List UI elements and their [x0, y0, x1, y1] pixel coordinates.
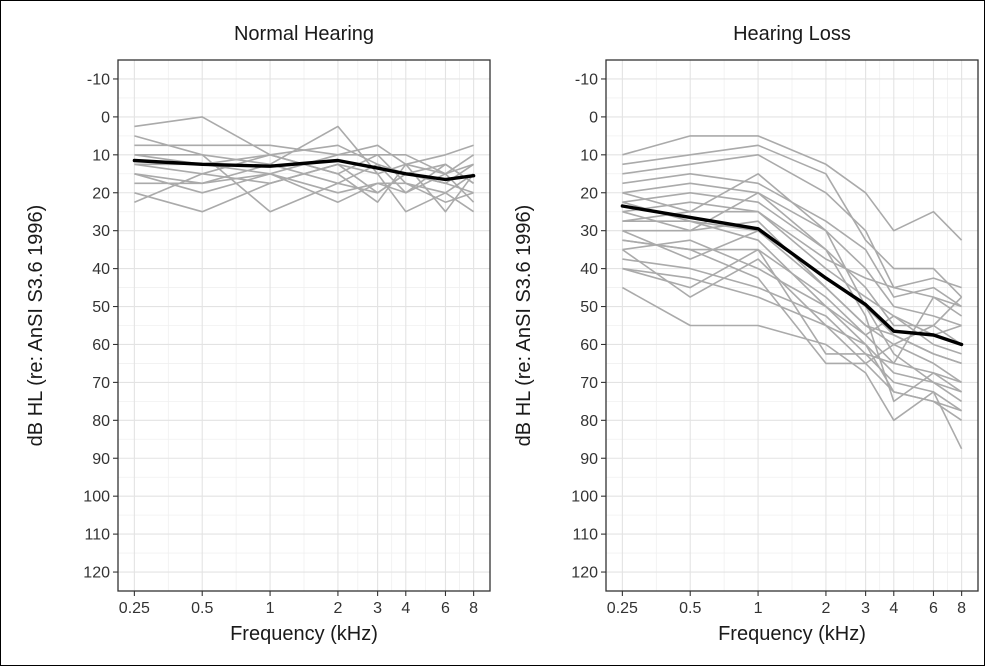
y-tick-label: 30 [580, 223, 598, 240]
y-tick-label: 100 [83, 489, 110, 506]
individual-audiogram-line [622, 210, 963, 317]
y-tick-label: 80 [92, 413, 110, 430]
x-tick-label: 0.25 [119, 600, 150, 617]
individual-audiogram-line [134, 163, 475, 194]
x-tick-label: 0.5 [679, 600, 701, 617]
y-axis-label: dB HL (re: AnSI S3.6 1996) [25, 205, 47, 447]
individual-audiogram-line [134, 144, 474, 175]
x-tick-label: 8 [469, 600, 478, 617]
x-tick-label: 2 [333, 600, 342, 617]
x-tick-label: 1 [266, 600, 275, 617]
mean-audiogram-line [132, 158, 476, 182]
individual-audiogram-line [622, 239, 963, 403]
y-tick-label: 50 [92, 299, 110, 316]
y-tick-label: 90 [92, 451, 110, 468]
panel-title: Hearing Loss [733, 23, 851, 45]
individual-audiogram-line [134, 154, 475, 194]
y-tick-label: 120 [83, 565, 110, 582]
x-tick-label: 4 [401, 600, 410, 617]
x-tick-label: 0.5 [191, 600, 213, 617]
y-tick-label: 110 [84, 527, 110, 544]
x-axis-label: Frequency (kHz) [230, 623, 378, 645]
individual-audiogram-line [622, 286, 963, 450]
x-tick-label: 2 [821, 600, 830, 617]
y-tick-label: -10 [87, 71, 110, 88]
x-axis-label: Frequency (kHz) [718, 623, 866, 645]
y-tick-label: 20 [92, 185, 110, 202]
y-tick-label: 80 [580, 413, 598, 430]
individual-audiogram-line [622, 239, 963, 365]
x-tick-label: 0.25 [607, 600, 638, 617]
panel-1: -10 0 10 20 30 40 50 60 70 80 90 100 110 120 0.25 0.5 1 2… [25, 23, 491, 645]
individual-audiogram-line [134, 154, 475, 213]
individual-audiogram-line [622, 239, 963, 393]
individual-audiogram-line [622, 201, 962, 336]
y-tick-label: 0 [589, 109, 598, 126]
individual-audiogram-line [622, 173, 963, 308]
individual-audiogram-line [622, 135, 963, 241]
x-tick-label: 3 [861, 600, 870, 617]
y-tick-label: 40 [580, 261, 598, 278]
y-axis-label: dB HL (re: AnSI S3.6 1996) [513, 205, 535, 447]
individual-audiogram-line [622, 248, 962, 365]
y-tick-label: -10 [575, 71, 598, 88]
y-tick-label: 70 [92, 375, 110, 392]
y-tick-label: 0 [101, 109, 110, 126]
panel-2: -10 0 10 20 30 40 50 60 70 80 90 100 110 120 0.25 0.5 1 2… [513, 23, 979, 645]
x-tick-label: 6 [929, 600, 938, 617]
y-tick-label: 60 [580, 337, 598, 354]
y-tick-label: 20 [580, 185, 598, 202]
x-tick-label: 3 [373, 600, 382, 617]
y-tick-label: 120 [571, 565, 598, 582]
individual-audiogram-line [622, 144, 963, 298]
y-tick-label: 60 [92, 337, 110, 354]
mean-audiogram-line [620, 204, 964, 347]
x-tick-label: 4 [889, 600, 898, 617]
y-tick-label: 50 [580, 299, 598, 316]
panel-title: Normal Hearing [234, 23, 374, 45]
plot-border [605, 59, 979, 592]
x-tick-label: 1 [754, 600, 763, 617]
y-tick-label: 10 [92, 147, 110, 164]
y-tick-label: 110 [572, 527, 598, 544]
x-tick-label: 8 [957, 600, 966, 617]
y-tick-label: 100 [571, 489, 598, 506]
individual-audiogram-line [134, 163, 475, 213]
individual-audiogram-line [622, 154, 962, 289]
y-tick-label: 10 [580, 147, 598, 164]
x-tick-label: 6 [441, 600, 450, 617]
individual-audiogram-line [622, 182, 962, 327]
y-tick-label: 70 [580, 375, 598, 392]
individual-audiogram-line [621, 248, 962, 412]
y-tick-label: 30 [92, 223, 110, 240]
plot-border [117, 59, 491, 592]
y-tick-label: 40 [92, 261, 110, 278]
y-tick-label: 90 [580, 451, 598, 468]
